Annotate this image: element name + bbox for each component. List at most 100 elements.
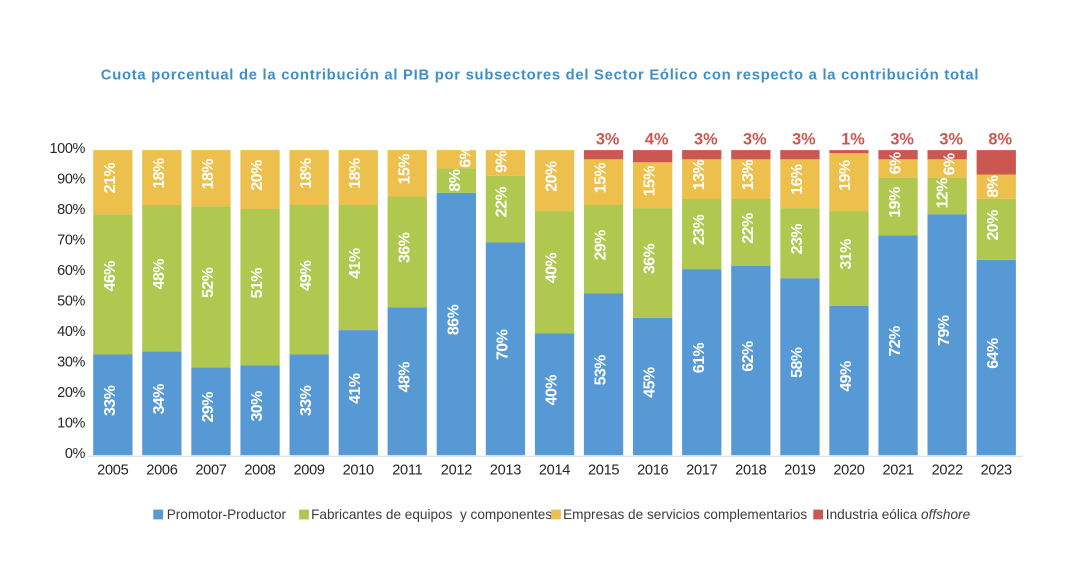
svg-text:48%: 48% bbox=[396, 362, 413, 393]
svg-text:Empresas de servicios compleme: Empresas de servicios complementarios bbox=[563, 507, 807, 522]
svg-text:2023: 2023 bbox=[981, 463, 1012, 479]
svg-text:40%: 40% bbox=[544, 253, 561, 284]
svg-text:48%: 48% bbox=[151, 259, 168, 290]
svg-text:64%: 64% bbox=[985, 338, 1002, 369]
svg-text:2019: 2019 bbox=[784, 463, 815, 479]
svg-text:20%: 20% bbox=[57, 385, 85, 401]
svg-text:2020: 2020 bbox=[833, 463, 864, 479]
svg-text:23%: 23% bbox=[789, 224, 806, 255]
svg-text:36%: 36% bbox=[642, 244, 659, 275]
svg-text:31%: 31% bbox=[838, 239, 855, 270]
svg-text:3%: 3% bbox=[890, 131, 914, 149]
svg-text:49%: 49% bbox=[838, 361, 855, 392]
svg-text:15%: 15% bbox=[642, 166, 659, 197]
svg-text:72%: 72% bbox=[887, 326, 904, 357]
svg-text:62%: 62% bbox=[740, 341, 757, 372]
svg-text:2013: 2013 bbox=[490, 463, 521, 479]
svg-text:60%: 60% bbox=[57, 263, 85, 279]
svg-text:9%: 9% bbox=[494, 151, 511, 173]
svg-text:86%: 86% bbox=[445, 305, 462, 336]
svg-text:41%: 41% bbox=[347, 373, 364, 404]
svg-text:2017: 2017 bbox=[686, 463, 717, 479]
svg-text:79%: 79% bbox=[936, 315, 953, 346]
svg-text:21%: 21% bbox=[102, 163, 119, 194]
svg-text:2021: 2021 bbox=[882, 463, 913, 479]
svg-text:22%: 22% bbox=[740, 213, 757, 244]
svg-text:23%: 23% bbox=[691, 215, 708, 246]
svg-text:12%: 12% bbox=[935, 178, 952, 209]
svg-text:70%: 70% bbox=[494, 329, 511, 360]
svg-text:22%: 22% bbox=[493, 187, 510, 218]
svg-text:15%: 15% bbox=[396, 154, 413, 185]
svg-text:3%: 3% bbox=[694, 131, 718, 149]
svg-text:1%: 1% bbox=[841, 131, 865, 149]
svg-text:58%: 58% bbox=[789, 347, 806, 378]
svg-text:Cuota porcentual de la contrib: Cuota porcentual de la contribución al P… bbox=[101, 68, 979, 84]
svg-text:2014: 2014 bbox=[539, 463, 570, 479]
svg-text:13%: 13% bbox=[740, 160, 757, 191]
svg-text:2018: 2018 bbox=[735, 463, 766, 479]
svg-text:6%: 6% bbox=[888, 152, 905, 174]
svg-text:3%: 3% bbox=[743, 131, 767, 149]
svg-text:100%: 100% bbox=[50, 141, 86, 157]
svg-text:46%: 46% bbox=[102, 261, 119, 292]
svg-text:3%: 3% bbox=[792, 131, 816, 149]
svg-text:29%: 29% bbox=[200, 392, 217, 423]
svg-text:18%: 18% bbox=[151, 158, 168, 189]
svg-text:40%: 40% bbox=[544, 375, 561, 406]
svg-text:61%: 61% bbox=[691, 343, 708, 374]
svg-text:6%: 6% bbox=[457, 145, 474, 167]
svg-text:2009: 2009 bbox=[293, 463, 324, 479]
svg-text:Fabricantes de equipos y comp: Fabricantes de equipos y componentes bbox=[311, 507, 552, 522]
svg-text:8%: 8% bbox=[985, 175, 1002, 197]
svg-text:2015: 2015 bbox=[588, 463, 619, 479]
svg-text:2005: 2005 bbox=[97, 463, 128, 479]
svg-text:33%: 33% bbox=[298, 385, 315, 416]
svg-text:41%: 41% bbox=[347, 248, 364, 279]
svg-text:70%: 70% bbox=[57, 233, 85, 249]
svg-text:30%: 30% bbox=[249, 391, 266, 422]
svg-text:18%: 18% bbox=[347, 158, 364, 189]
svg-text:52%: 52% bbox=[200, 267, 217, 298]
svg-text:18%: 18% bbox=[298, 158, 315, 189]
svg-text:2007: 2007 bbox=[195, 463, 226, 479]
svg-text:6%: 6% bbox=[942, 153, 959, 175]
svg-text:0%: 0% bbox=[65, 446, 86, 462]
svg-text:Industria eólica offshore: Industria eólica offshore bbox=[826, 507, 971, 522]
svg-text:45%: 45% bbox=[642, 367, 659, 398]
svg-text:Promotor-Productor: Promotor-Productor bbox=[167, 507, 287, 522]
svg-text:2006: 2006 bbox=[146, 463, 177, 479]
svg-text:90%: 90% bbox=[57, 172, 85, 188]
svg-text:40%: 40% bbox=[57, 324, 85, 340]
svg-text:36%: 36% bbox=[396, 232, 413, 263]
svg-text:51%: 51% bbox=[249, 268, 266, 299]
svg-text:13%: 13% bbox=[691, 160, 708, 191]
svg-text:2022: 2022 bbox=[932, 463, 963, 479]
svg-text:53%: 53% bbox=[593, 355, 610, 386]
svg-text:2008: 2008 bbox=[244, 463, 275, 479]
svg-text:30%: 30% bbox=[57, 355, 85, 371]
svg-text:3%: 3% bbox=[939, 131, 963, 149]
svg-text:8%: 8% bbox=[988, 131, 1012, 149]
svg-text:49%: 49% bbox=[298, 260, 315, 291]
svg-text:19%: 19% bbox=[887, 187, 904, 218]
svg-text:80%: 80% bbox=[57, 202, 85, 218]
svg-text:2010: 2010 bbox=[343, 463, 374, 479]
svg-text:20%: 20% bbox=[249, 160, 266, 191]
svg-text:34%: 34% bbox=[151, 384, 168, 415]
svg-text:4%: 4% bbox=[645, 131, 669, 149]
svg-text:2012: 2012 bbox=[441, 463, 472, 479]
svg-text:8%: 8% bbox=[447, 169, 464, 191]
svg-text:33%: 33% bbox=[102, 385, 119, 416]
svg-text:2016: 2016 bbox=[637, 463, 668, 479]
svg-text:19%: 19% bbox=[837, 160, 854, 191]
svg-text:2011: 2011 bbox=[392, 463, 422, 479]
svg-text:18%: 18% bbox=[200, 159, 217, 190]
svg-text:20%: 20% bbox=[544, 161, 561, 192]
svg-text:20%: 20% bbox=[985, 210, 1002, 241]
svg-text:15%: 15% bbox=[593, 163, 610, 194]
svg-text:10%: 10% bbox=[57, 416, 85, 432]
svg-text:50%: 50% bbox=[57, 294, 85, 310]
svg-text:16%: 16% bbox=[789, 164, 806, 195]
svg-text:29%: 29% bbox=[593, 230, 610, 261]
